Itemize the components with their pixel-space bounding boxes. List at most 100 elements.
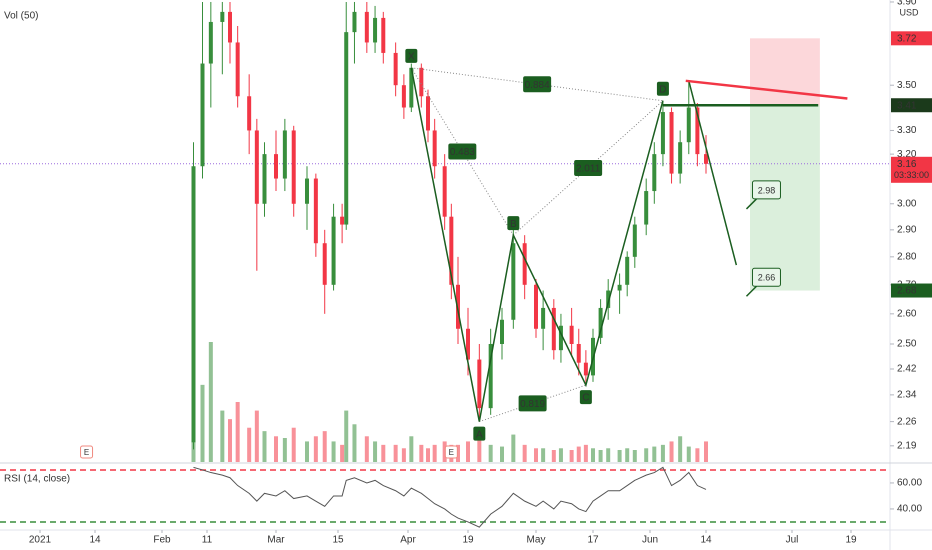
volume-bar xyxy=(228,419,232,462)
volume-bar xyxy=(442,441,447,462)
candle-body xyxy=(583,362,588,376)
x-tick-label: 19 xyxy=(845,535,857,546)
price-tag-label: 3.72 xyxy=(897,33,917,44)
y-tick-label: 2.19 xyxy=(897,440,917,451)
y-tick-label: 2.60 xyxy=(897,308,917,319)
x-tick-label: 11 xyxy=(202,535,213,546)
y-tick-label: 3.90 xyxy=(897,0,917,8)
candle-body xyxy=(282,130,287,179)
volume-bar xyxy=(381,444,386,462)
volume-bar xyxy=(541,448,546,462)
x-tick-label: 19 xyxy=(462,535,474,546)
y-tick-label: 2.34 xyxy=(897,390,917,401)
candle-body xyxy=(331,216,336,285)
candle-body xyxy=(558,325,563,351)
volume-bar xyxy=(669,441,674,462)
price-tag-label: 2.68 xyxy=(897,286,917,297)
volume-bar xyxy=(419,444,424,462)
volume-bar xyxy=(305,441,309,462)
volume-bar xyxy=(660,444,665,462)
point-box xyxy=(507,216,520,231)
ratio-label: 0.884 xyxy=(525,80,550,91)
volume-bar xyxy=(208,342,213,462)
ratio-line xyxy=(512,100,664,236)
point-label: X xyxy=(408,51,415,62)
candle-body xyxy=(466,328,470,360)
price-tag xyxy=(891,156,932,183)
ratio-box xyxy=(574,159,603,176)
ratio-label: 0.483 xyxy=(450,147,475,158)
volume-bar xyxy=(583,444,588,462)
candle-body xyxy=(208,21,213,64)
volume-bar xyxy=(282,438,287,462)
candle-body xyxy=(254,130,259,204)
x-tick-label: May xyxy=(527,535,546,546)
projection-line xyxy=(688,80,738,266)
y-tick-label: 2.42 xyxy=(897,364,917,375)
volume-bar xyxy=(511,434,516,462)
point-box xyxy=(579,390,592,405)
target-label: 2.66 xyxy=(758,273,776,283)
volume-bar xyxy=(220,410,225,462)
volume-label: Vol (50) xyxy=(4,11,38,22)
volume-bar xyxy=(477,438,482,462)
candle-body xyxy=(669,112,674,174)
point-box xyxy=(405,48,418,63)
trend-line xyxy=(685,79,848,100)
point-box xyxy=(473,426,486,441)
x-tick-label: Jul xyxy=(786,535,799,546)
candle-body xyxy=(274,154,278,179)
volume-bar xyxy=(632,450,637,462)
candle-body xyxy=(551,307,556,351)
volume-bar xyxy=(235,402,240,462)
candle-body xyxy=(449,216,454,285)
y-tick-label: 3.30 xyxy=(897,125,917,136)
candle-body xyxy=(200,63,205,167)
candle-body xyxy=(393,52,398,86)
candle-body xyxy=(488,343,493,409)
volume-bar xyxy=(254,410,259,462)
candle-body xyxy=(678,142,683,174)
main-pane: 0.884 0.483 2.011 0.819 X A B C D 2.98 2.66 E E xyxy=(0,1,890,462)
price-tag xyxy=(891,283,932,298)
volume-bar xyxy=(686,446,691,462)
point-label: B xyxy=(510,219,517,230)
volume-bar xyxy=(426,448,430,462)
rsi-tick-label: 40.00 xyxy=(897,504,922,515)
price-tag xyxy=(891,98,932,113)
volume-bar xyxy=(576,446,581,462)
candle-body xyxy=(340,216,345,225)
candle-body xyxy=(313,178,318,244)
y-tick-label: 3.00 xyxy=(897,198,917,209)
volume-bar xyxy=(274,436,278,462)
volume-bar xyxy=(247,427,252,462)
candle-body xyxy=(322,243,327,285)
volume-bar xyxy=(331,441,336,462)
x-tick-label: 2021 xyxy=(29,535,52,546)
volume-bar xyxy=(401,448,406,462)
candle-body xyxy=(344,32,349,225)
ratio-box xyxy=(448,143,477,160)
y-tick-label: 3.50 xyxy=(897,80,917,91)
target-box xyxy=(751,180,781,200)
volume-bar xyxy=(606,448,611,462)
target-label: 2.98 xyxy=(758,185,776,195)
ratio-line xyxy=(479,384,587,423)
volume-bar xyxy=(393,444,398,462)
earnings-label: E xyxy=(449,448,454,457)
ratio-box xyxy=(518,395,547,412)
volume-bar xyxy=(344,410,349,462)
volume-bar xyxy=(291,427,296,462)
candle-body xyxy=(401,85,406,108)
point-box xyxy=(656,81,669,96)
volume-bar xyxy=(598,450,603,462)
point-label: C xyxy=(582,393,589,404)
candle-body xyxy=(409,67,414,108)
earnings-label: E xyxy=(84,448,89,457)
volume-bar xyxy=(558,448,563,462)
candle-body xyxy=(228,11,232,43)
x-tick-label: 14 xyxy=(89,535,101,546)
x-tick-label: Mar xyxy=(267,535,285,546)
